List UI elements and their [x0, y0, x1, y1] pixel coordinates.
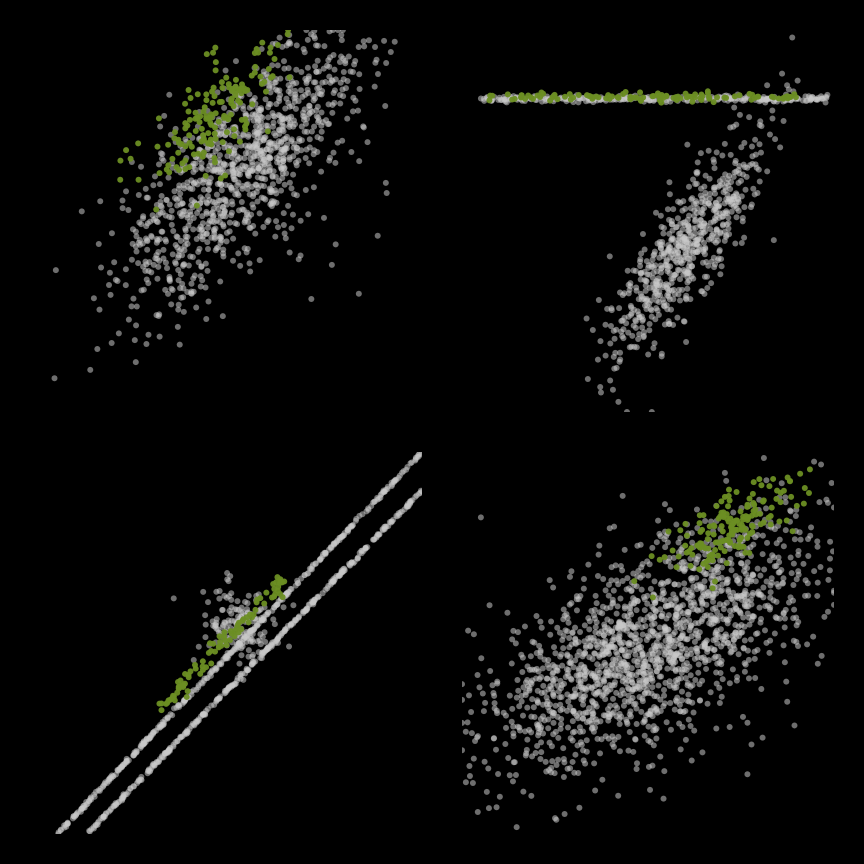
- scatter-grid-figure: [0, 0, 864, 864]
- figure-background: [0, 0, 864, 864]
